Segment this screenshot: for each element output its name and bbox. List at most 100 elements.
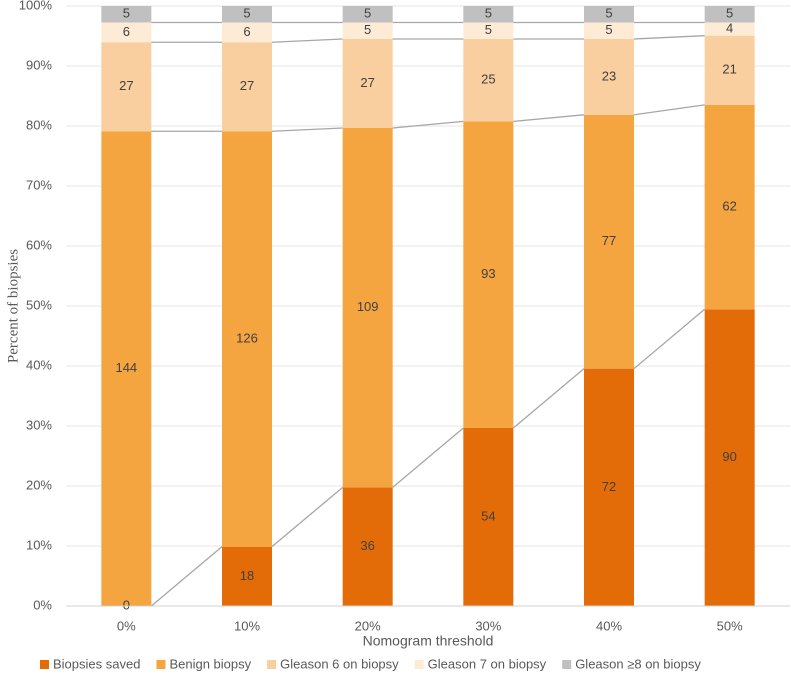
y-axis-title: Percent of biopsies — [5, 249, 21, 363]
y-tick-label: 60% — [26, 237, 52, 252]
data-label: 21 — [722, 62, 736, 77]
series-line — [271, 486, 344, 548]
bar-segment — [101, 131, 152, 606]
y-tick-label: 20% — [26, 477, 52, 492]
legend-label: Benign biopsy — [169, 656, 251, 671]
series-line — [633, 308, 706, 370]
legend-swatch — [156, 660, 166, 669]
data-label: 5 — [364, 6, 371, 21]
data-label: 23 — [602, 68, 616, 83]
bar-segment — [342, 127, 393, 488]
legend-swatch — [562, 660, 572, 669]
bar-segment — [222, 6, 272, 23]
x-tick-label: 20% — [355, 618, 381, 633]
data-label: 5 — [485, 22, 492, 37]
bar-segment — [342, 38, 393, 128]
bar-segment — [101, 22, 152, 43]
bar-segment — [704, 104, 755, 310]
y-tick-label: 0% — [33, 597, 52, 612]
data-label: 5 — [726, 6, 733, 21]
bar-segment — [584, 6, 634, 23]
bar-segment — [342, 487, 393, 606]
series-line — [633, 104, 705, 116]
bar-segment — [463, 121, 514, 428]
data-label: 77 — [602, 233, 616, 248]
bar-segment — [704, 35, 755, 105]
data-label: 5 — [364, 22, 371, 37]
bar-segment — [584, 368, 634, 606]
data-label: 5 — [605, 6, 612, 21]
data-label: 18 — [240, 568, 254, 583]
data-label: 36 — [360, 538, 374, 553]
legend-label: Gleason 7 on biopsy — [428, 656, 547, 671]
series-line — [633, 35, 705, 40]
data-label: 27 — [119, 78, 133, 93]
y-tick-label: 30% — [26, 417, 52, 432]
bar-segment — [704, 22, 755, 36]
bar-segment — [584, 38, 634, 115]
y-tick-label: 50% — [26, 297, 52, 312]
data-label: 6 — [123, 24, 130, 39]
bar-segment — [463, 38, 514, 122]
legend-label: Biopsies saved — [53, 656, 140, 671]
bar-segment — [463, 427, 514, 606]
y-tick-label: 70% — [26, 177, 52, 192]
series-line — [392, 427, 464, 488]
series-line — [513, 114, 585, 123]
series-line — [271, 38, 343, 43]
data-label: 6 — [243, 24, 250, 39]
data-label: 25 — [481, 72, 495, 87]
data-label: 5 — [243, 6, 250, 21]
legend-swatch — [40, 660, 49, 669]
series-line — [512, 368, 585, 429]
legend-swatch — [267, 660, 277, 669]
bar-segment — [222, 22, 272, 43]
bar-segment — [101, 42, 152, 132]
data-label: 4 — [726, 21, 733, 36]
data-label: 144 — [115, 360, 137, 375]
y-tick-label: 90% — [26, 57, 52, 72]
data-label: 54 — [481, 508, 495, 523]
bar-segment — [101, 6, 152, 23]
bar-segment — [222, 42, 272, 132]
x-tick-label: 0% — [117, 618, 136, 633]
bar-segment — [342, 6, 393, 23]
bar-segment — [463, 22, 514, 39]
data-label: 126 — [236, 330, 258, 345]
bar-segment — [704, 309, 755, 606]
bar-segment — [222, 131, 272, 547]
x-tick-label: 50% — [717, 618, 743, 633]
series-line — [150, 546, 223, 607]
data-label: 5 — [605, 22, 612, 37]
bar-segment — [584, 22, 634, 39]
bar-segment — [222, 546, 272, 606]
x-tick-label: 30% — [475, 618, 501, 633]
bar-segment — [704, 6, 755, 23]
bar-segment — [584, 114, 634, 369]
legend-label: Gleason 6 on biopsy — [280, 656, 399, 671]
y-tick-label: 10% — [26, 537, 52, 552]
data-label: 0 — [123, 597, 130, 612]
legend-swatch — [414, 660, 424, 669]
x-tick-label: 40% — [596, 618, 622, 633]
bar-segment — [463, 6, 514, 23]
legend-label: Gleason ≥8 on biopsy — [575, 656, 701, 671]
y-tick-label: 40% — [26, 357, 52, 372]
x-tick-label: 10% — [234, 618, 260, 633]
x-axis-title: Nomogram threshold — [363, 633, 494, 649]
data-label: 27 — [240, 78, 254, 93]
series-line — [271, 127, 343, 132]
data-label: 72 — [602, 479, 616, 494]
y-tick-label: 80% — [26, 117, 52, 132]
y-tick-label: 100% — [19, 0, 53, 12]
data-label: 5 — [123, 6, 130, 21]
data-label: 90 — [722, 449, 736, 464]
bar-segment — [342, 22, 393, 39]
data-label: 27 — [360, 75, 374, 90]
data-label: 93 — [481, 266, 495, 281]
data-label: 109 — [357, 299, 379, 314]
data-label: 5 — [485, 6, 492, 21]
data-label: 62 — [722, 199, 736, 214]
series-line — [392, 120, 464, 129]
